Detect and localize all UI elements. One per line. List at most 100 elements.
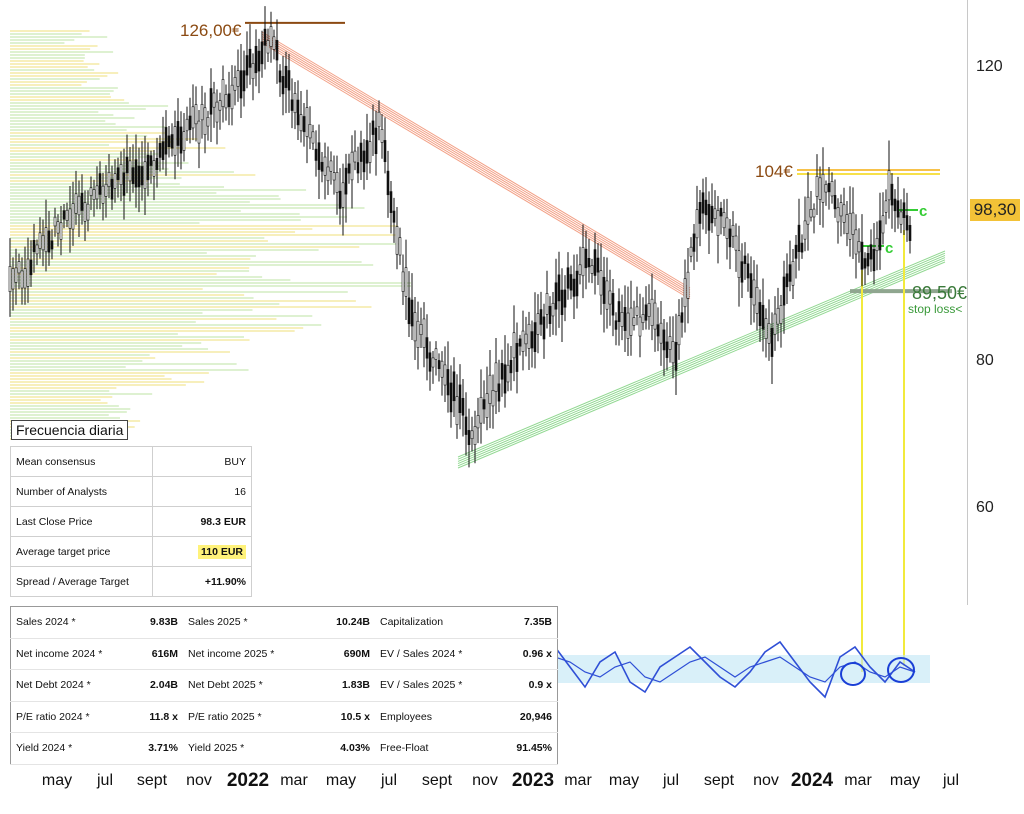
- candle-body: [734, 235, 738, 251]
- candle-body: [812, 208, 816, 218]
- candle-body: [671, 341, 675, 364]
- candle-body: [11, 268, 15, 290]
- consensus-label: Last Close Price: [10, 506, 153, 537]
- candle-body: [443, 364, 447, 386]
- support-trendline: [457, 261, 946, 469]
- candle-body: [569, 274, 573, 291]
- volume-profile-bar: [10, 309, 253, 311]
- volume-profile-bar: [10, 249, 319, 251]
- resistance-trendline: [261, 42, 691, 300]
- candle-body: [506, 364, 510, 383]
- volume-profile-bar: [10, 66, 88, 68]
- candle-body: [29, 259, 33, 276]
- candle-body: [332, 172, 336, 181]
- candle-body: [389, 191, 393, 213]
- stop-level-label: 89,50€: [912, 283, 968, 303]
- volume-profile-bar: [10, 120, 106, 122]
- candle-body: [602, 276, 606, 304]
- candle-body: [23, 268, 27, 289]
- candle-body: [524, 333, 528, 345]
- candle-body: [8, 266, 12, 292]
- volume-profile-bar: [10, 381, 205, 383]
- volume-profile-bar: [10, 384, 186, 386]
- candle-body: [482, 399, 486, 410]
- candle-body: [530, 331, 534, 349]
- candle-body: [422, 318, 426, 348]
- candle-body: [818, 177, 822, 200]
- candle-body: [233, 77, 237, 91]
- candle-body: [488, 374, 492, 404]
- x-tick-label: jul: [96, 772, 114, 789]
- volume-profile-bar: [10, 156, 152, 158]
- candle-body: [905, 215, 909, 231]
- candle-body: [872, 249, 876, 272]
- volume-profile-bar: [10, 396, 113, 398]
- volume-profile-bar: [10, 72, 119, 74]
- candle-body: [593, 249, 597, 276]
- candle-body: [728, 228, 732, 248]
- volume-profile-bar: [10, 345, 183, 347]
- candle-body: [614, 320, 618, 330]
- volume-profile-bar: [10, 96, 111, 98]
- volume-profile-bar: [10, 336, 244, 338]
- volume-profile-bar: [10, 105, 169, 107]
- candle-body: [143, 161, 147, 189]
- oscillator-band: [510, 655, 930, 683]
- volume-profile-bar: [10, 78, 100, 80]
- candle-body: [416, 320, 420, 348]
- candle-body: [857, 241, 861, 253]
- x-tick-label: 2024: [790, 770, 834, 791]
- resistance-trendline: [261, 31, 691, 289]
- candle-body: [302, 116, 306, 133]
- candle-body: [539, 309, 543, 325]
- candle-body: [161, 141, 165, 160]
- financial-value: 10.24B: [321, 606, 375, 639]
- volume-profile-bar: [10, 87, 118, 89]
- volume-profile-bar: [10, 363, 237, 365]
- candle-body: [803, 220, 807, 240]
- candle-body: [566, 267, 570, 289]
- table-row: Net income 2024 * 616M Net income 2025 * 69…: [10, 638, 558, 670]
- candle-body: [716, 210, 720, 236]
- candle-body: [353, 150, 357, 163]
- financial-label: Sales 2024 *: [10, 606, 129, 639]
- candle-body: [737, 250, 741, 278]
- resistance-trendline: [261, 38, 691, 296]
- volume-profile-bar: [10, 114, 114, 116]
- financial-label: Free-Float: [375, 732, 497, 765]
- candle-body: [674, 342, 678, 371]
- volume-profile-bar: [10, 366, 126, 368]
- volume-profile-bar: [10, 216, 348, 218]
- financial-label: Net Debt 2025 *: [183, 669, 321, 702]
- consensus-table: Mean consensus BUY Number of Analysts 16 L…: [10, 446, 252, 597]
- volume-profile-bar: [10, 339, 250, 341]
- volume-profile-bar: [10, 378, 172, 380]
- volume-profile-bar: [10, 57, 85, 59]
- candle-body: [68, 208, 72, 229]
- volume-profile-bar: [10, 390, 110, 392]
- candle-body: [797, 224, 801, 252]
- volume-profile-bar: [10, 204, 342, 206]
- financial-label: Net Debt 2024 *: [10, 669, 129, 702]
- candle-body: [899, 211, 903, 225]
- volume-profile-bar: [10, 42, 65, 44]
- x-tick-label: sept: [421, 772, 453, 789]
- candle-body: [854, 229, 858, 255]
- candle-body: [176, 121, 180, 146]
- volume-profile-bar: [10, 165, 161, 167]
- target-price-value: 110 EUR: [197, 544, 246, 559]
- volume-profile-bar: [10, 315, 313, 317]
- candle-body: [773, 313, 777, 335]
- candle-body: [584, 248, 588, 269]
- financial-label: EV / Sales 2025 *: [375, 669, 497, 702]
- y-tick-label: 80: [976, 352, 994, 369]
- candle-body: [533, 322, 537, 352]
- candle-body: [860, 241, 864, 270]
- candle-body: [263, 28, 267, 46]
- candle-body: [740, 261, 744, 283]
- candle-body: [329, 160, 333, 172]
- candle-body: [356, 162, 360, 174]
- volume-profile-bar: [10, 222, 200, 224]
- volume-profile-bar: [10, 348, 209, 350]
- candle-body: [215, 101, 219, 123]
